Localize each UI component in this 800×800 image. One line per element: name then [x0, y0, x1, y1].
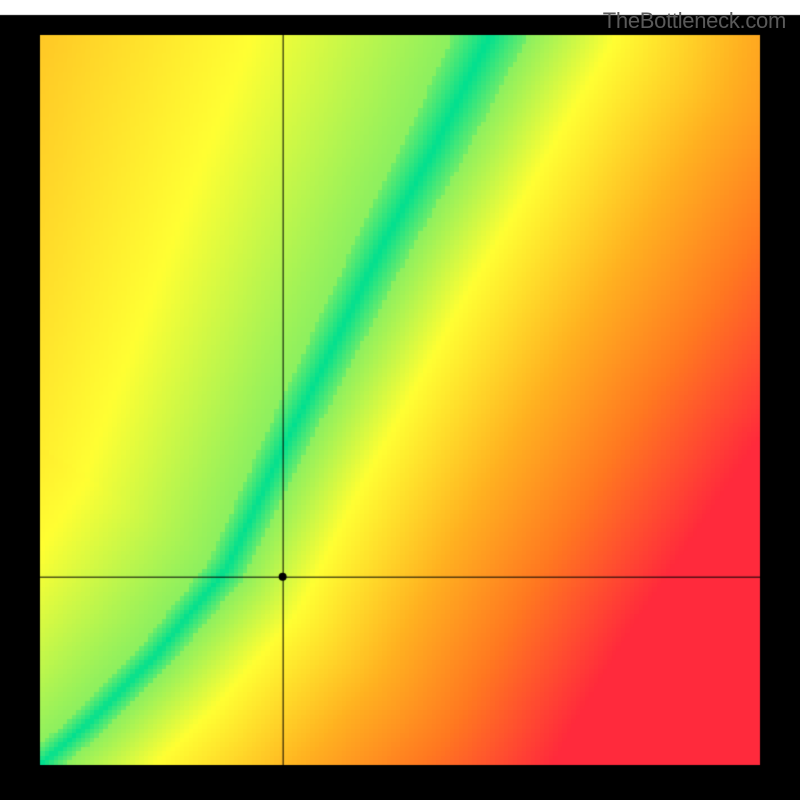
heatmap-canvas	[0, 0, 800, 800]
chart-container: TheBottleneck.com	[0, 0, 800, 800]
watermark-text: TheBottleneck.com	[603, 8, 786, 34]
